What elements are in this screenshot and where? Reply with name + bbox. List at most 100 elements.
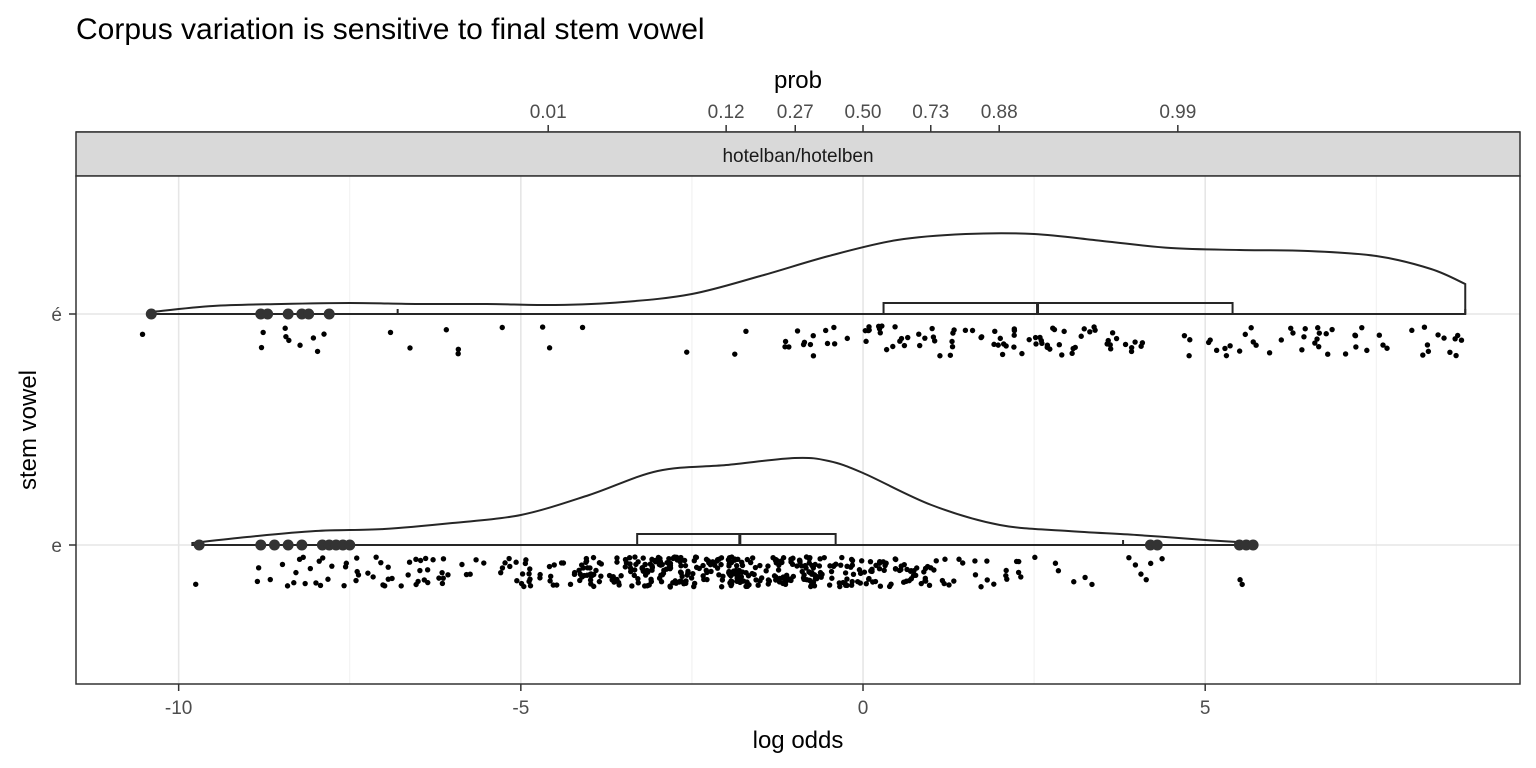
jitter-point: [700, 562, 706, 569]
jitter-point: [681, 557, 688, 564]
violin-e-acute: [150, 232, 1467, 315]
jitter-point: [1039, 340, 1045, 346]
jitter-point: [683, 580, 689, 587]
jitter-point: [655, 554, 662, 561]
jitter-point: [1302, 326, 1308, 332]
jitter-point: [1011, 327, 1018, 334]
jitter-point: [635, 580, 641, 586]
jitter-point: [1104, 341, 1110, 347]
jitter-point: [320, 555, 326, 561]
jitter-point: [926, 582, 933, 589]
jitter-point: [507, 563, 513, 570]
outlier-point: [296, 539, 308, 551]
jitter-point: [838, 562, 844, 568]
jitter-point: [858, 558, 865, 564]
jitter-point: [914, 565, 920, 571]
jitter-point: [831, 324, 837, 331]
jitter-point: [844, 335, 850, 342]
jitter-point: [291, 580, 297, 586]
jitter-point: [839, 554, 845, 561]
jitter-point: [279, 561, 286, 568]
jitter-point: [933, 558, 939, 564]
jitter-point: [918, 580, 924, 587]
jitter-point: [1301, 334, 1307, 340]
jitter-point: [688, 575, 695, 581]
jitter-point: [656, 561, 662, 568]
jitter-point: [733, 562, 740, 569]
jitter-point: [297, 342, 303, 348]
jitter-point: [329, 563, 335, 569]
jitter-point: [714, 558, 720, 564]
jitter-point: [829, 575, 835, 581]
jitter-point: [757, 562, 763, 569]
jitter-point: [831, 341, 838, 347]
jitter-point: [1299, 347, 1305, 353]
jitter-point: [506, 555, 512, 562]
jitter-point: [407, 345, 413, 351]
jitter-point: [929, 325, 935, 332]
box: [636, 533, 837, 546]
jitter-point: [455, 346, 462, 352]
jitter-point: [746, 582, 752, 588]
jitter-point: [254, 578, 261, 585]
jitter-point: [684, 349, 690, 355]
jitter-point: [1071, 579, 1077, 585]
secondary-axis: 0.01 0.12 0.27 0.50 0.73 0.88 0.99: [76, 102, 1520, 133]
jitter-point: [398, 583, 404, 589]
box: [882, 302, 1234, 315]
jitter-point: [1132, 562, 1139, 568]
jitter-point: [1239, 581, 1245, 588]
jitter-point: [850, 571, 857, 577]
jitter-point: [632, 554, 638, 560]
jitter-point: [777, 575, 783, 582]
jitter-point: [708, 568, 714, 575]
jitter-point: [788, 556, 794, 562]
jitter-point: [840, 579, 846, 586]
jitter-point: [1376, 332, 1383, 338]
jitter-point: [848, 564, 854, 570]
jitter-point: [445, 572, 451, 578]
jitter-point: [1441, 335, 1447, 341]
jitter-point: [1011, 332, 1017, 338]
jitter-point: [857, 580, 864, 586]
jitter-point: [782, 344, 788, 350]
x-axis: -10 -5 0 5: [165, 684, 1210, 719]
jitter-point: [567, 581, 574, 588]
jitter-point: [907, 568, 914, 574]
jitter-point: [519, 571, 526, 577]
jitter-point: [1353, 344, 1359, 350]
secondary-tick-label: 0.73: [912, 102, 949, 123]
outlier-point: [303, 308, 315, 320]
jitter-point: [642, 572, 649, 578]
jitter-point: [703, 567, 709, 574]
jitter-point: [286, 337, 292, 344]
jitter-point: [763, 568, 769, 574]
jitter-point: [876, 565, 883, 572]
jitter-point: [991, 581, 997, 587]
jitter-point: [481, 560, 487, 566]
jitter-point: [812, 575, 819, 582]
jitter-point: [1458, 337, 1465, 343]
jitter-point: [991, 341, 997, 348]
jitter-point: [849, 578, 855, 585]
jitter-point: [527, 583, 534, 589]
secondary-tick-label: 0.50: [845, 102, 882, 123]
jitter-point: [587, 577, 594, 583]
jitter-point: [593, 567, 599, 574]
secondary-tick-label: 0.88: [981, 102, 1018, 123]
jitter-point: [1236, 348, 1243, 354]
jitter-point: [584, 565, 591, 571]
x-axis-title: log odds: [753, 727, 844, 754]
jitter-point: [949, 338, 955, 345]
jitter-point: [260, 329, 266, 336]
jitter-point: [701, 576, 707, 583]
jitter-point: [896, 567, 903, 574]
jitter-point: [658, 572, 664, 578]
jitter-point: [844, 576, 850, 582]
jitter-point: [640, 555, 646, 561]
jitter-point: [551, 562, 557, 568]
jitter-point: [1078, 333, 1084, 339]
jitter-point: [863, 338, 869, 345]
jitter-point: [868, 568, 874, 574]
jitter-point: [765, 563, 771, 569]
